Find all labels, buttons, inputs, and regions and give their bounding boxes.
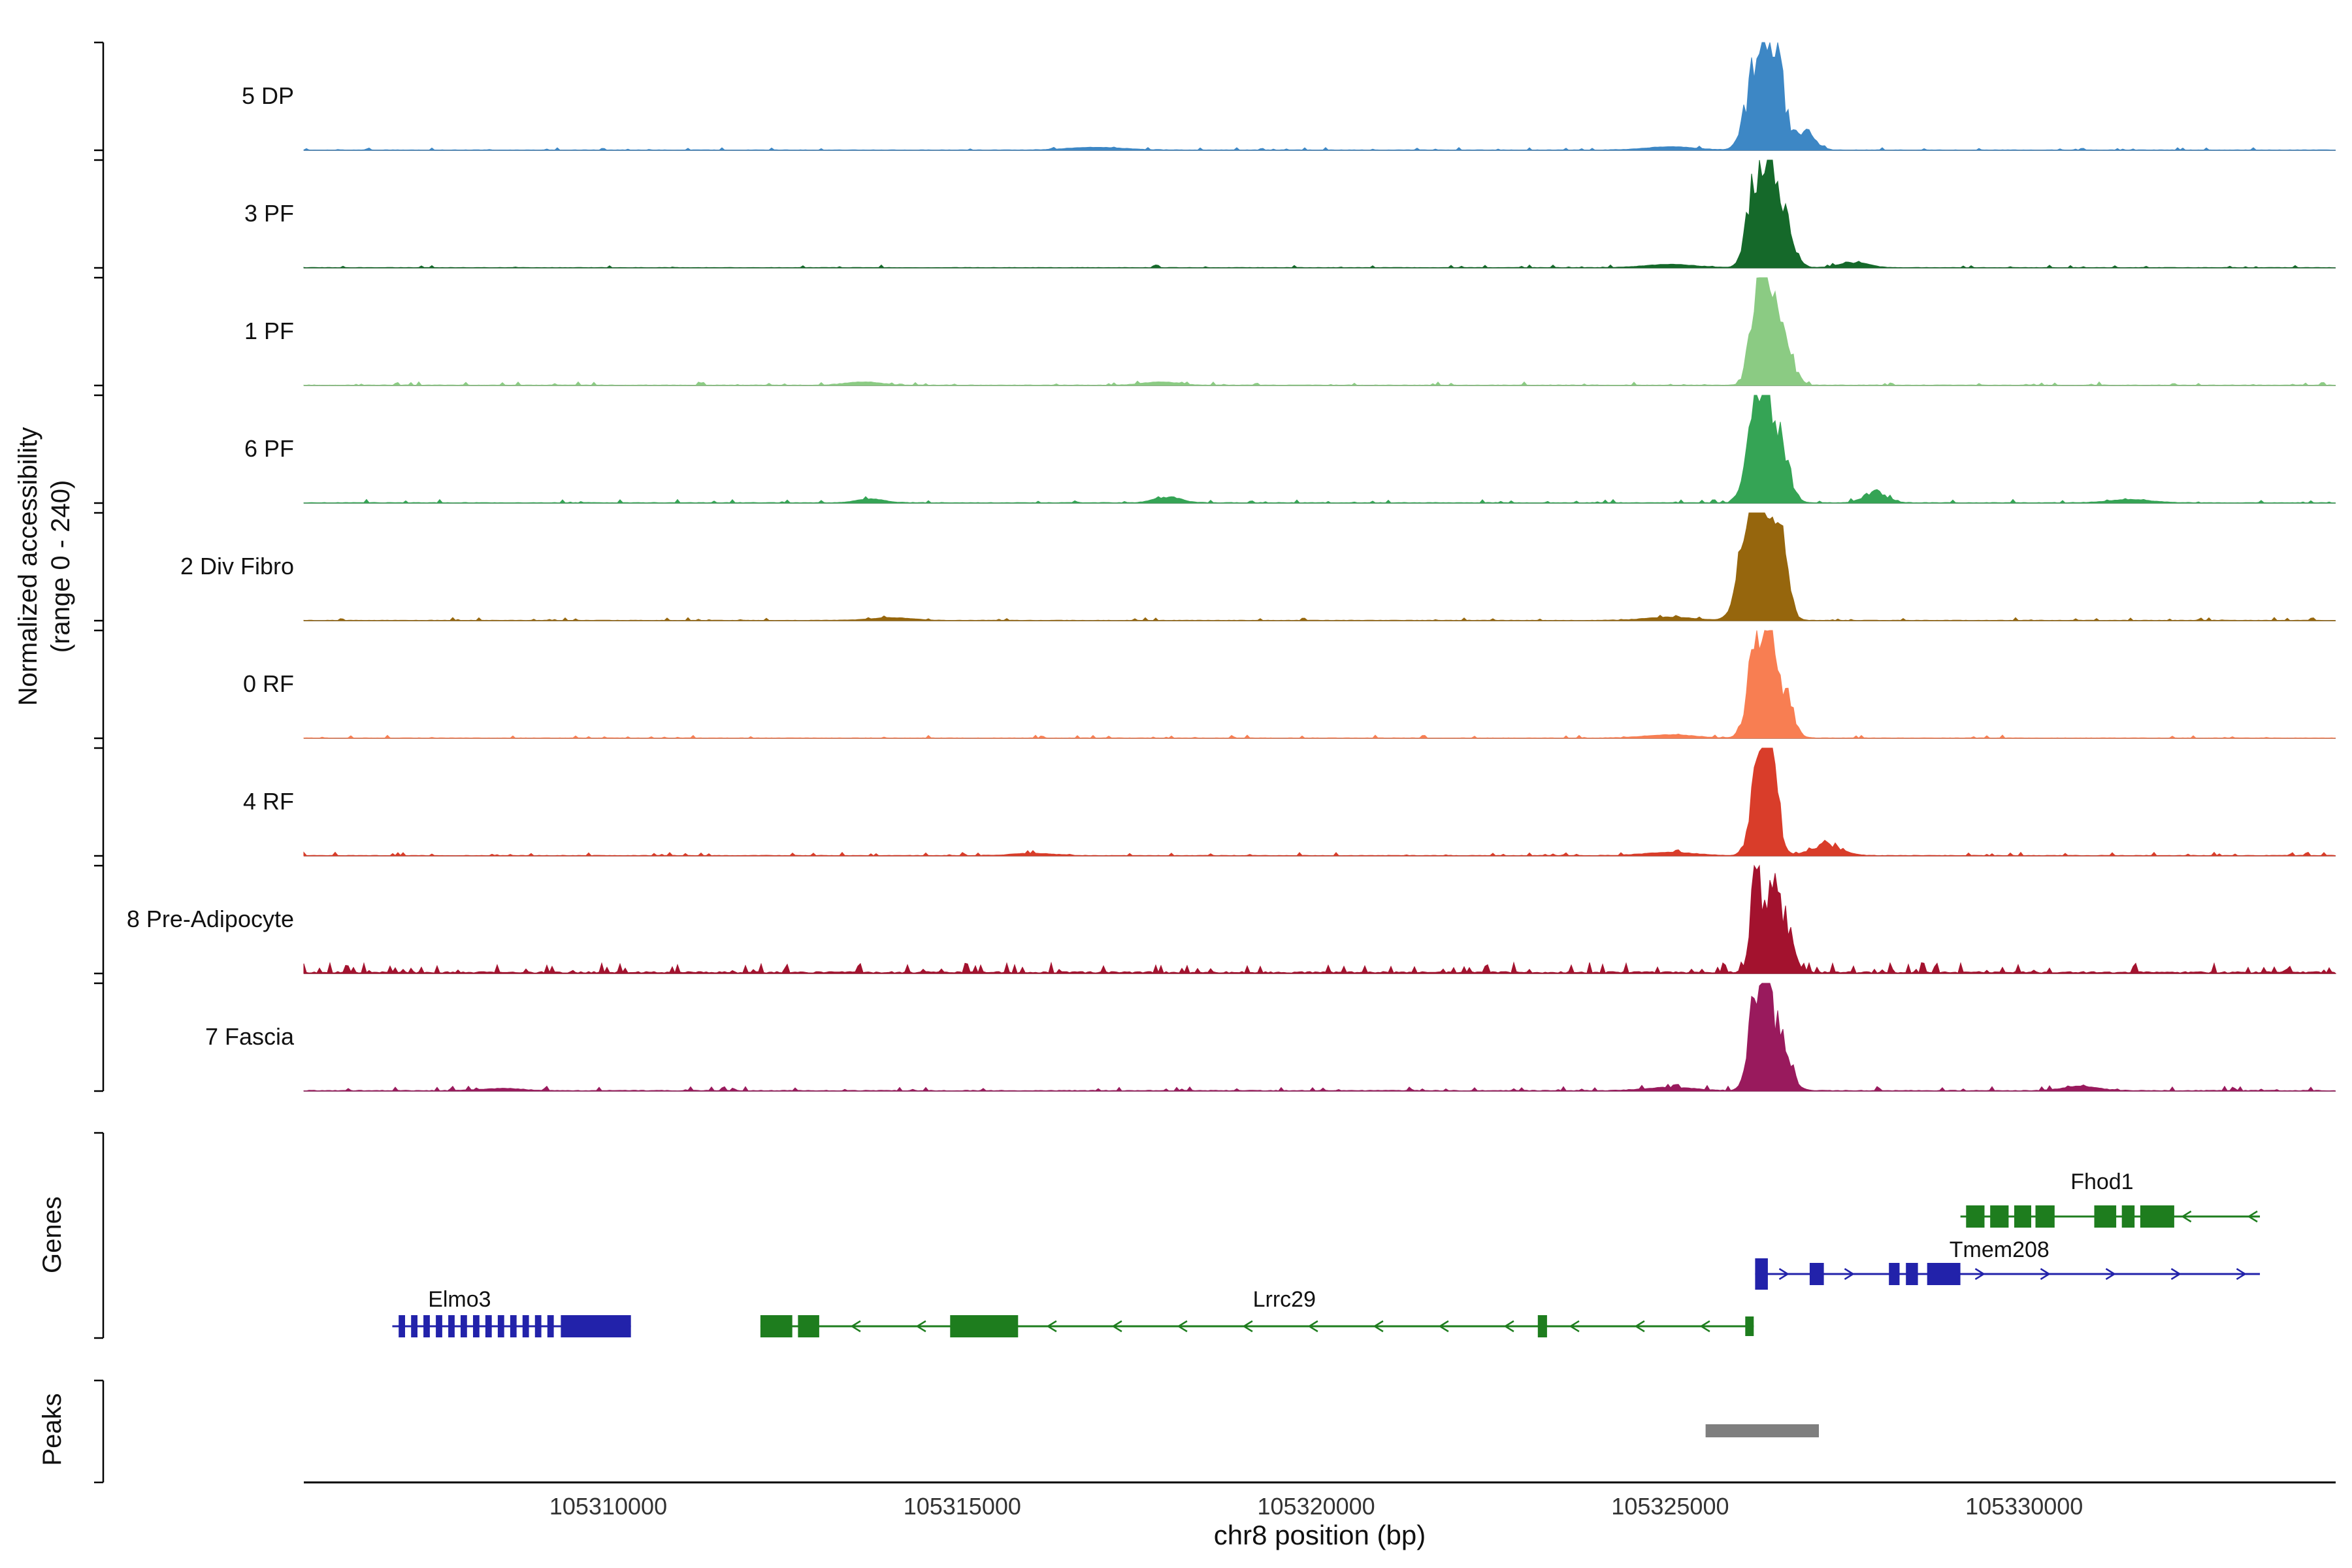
gene-label: Tmem208 — [1950, 1237, 2050, 1262]
gene-exon — [510, 1315, 517, 1337]
gene-exon — [950, 1315, 1019, 1337]
gene-exon — [497, 1315, 504, 1337]
gene-exon — [461, 1315, 467, 1337]
strand-arrow — [1503, 1320, 1514, 1333]
gene-exon — [2121, 1205, 2135, 1228]
x-tick-label: 105330000 — [1965, 1493, 2083, 1520]
track-signal — [303, 512, 2336, 621]
gene-exon — [2140, 1205, 2174, 1228]
strand-arrow — [1778, 1267, 1789, 1281]
x-tick-label: 105310000 — [549, 1493, 667, 1520]
strand-arrow — [1974, 1267, 1985, 1281]
strand-arrow — [1242, 1320, 1253, 1333]
strand-arrow — [1438, 1320, 1449, 1333]
gene-exon — [534, 1315, 542, 1337]
gene-label: Elmo3 — [428, 1287, 491, 1312]
strand-arrow — [2105, 1267, 2116, 1281]
gene-exon — [1990, 1205, 2009, 1228]
gene-exon — [411, 1315, 417, 1337]
gene-exon — [561, 1315, 631, 1337]
strand-arrow — [915, 1320, 926, 1333]
gene-label: Fhod1 — [2070, 1169, 2133, 1194]
track-signal — [303, 983, 2336, 1092]
strand-arrow — [1569, 1320, 1580, 1333]
strand-arrow — [850, 1320, 861, 1333]
gene-exon — [522, 1315, 529, 1337]
gene-exon — [1537, 1315, 1547, 1337]
track-signal — [303, 630, 2336, 739]
strand-arrow — [1307, 1320, 1318, 1333]
x-tick-label: 105315000 — [904, 1493, 1021, 1520]
strand-arrow — [2236, 1267, 2247, 1281]
gene-exon — [798, 1315, 819, 1337]
strand-arrow — [2247, 1210, 2258, 1223]
gene-exon — [547, 1315, 554, 1337]
gene-exon — [1906, 1263, 1918, 1285]
gene-exon — [423, 1315, 430, 1337]
gene-exon — [2014, 1205, 2031, 1228]
gene-exon — [2094, 1205, 2117, 1228]
gene-exon — [448, 1315, 455, 1337]
gene-exon — [1889, 1263, 1900, 1285]
gene-exon — [1755, 1258, 1768, 1290]
strand-arrow — [1634, 1320, 1645, 1333]
strand-arrow — [1111, 1320, 1122, 1333]
strand-arrow — [2170, 1267, 2181, 1281]
gene-exon — [2035, 1205, 2055, 1228]
x-tick-label: 105320000 — [1257, 1493, 1375, 1520]
strand-arrow — [1699, 1320, 1710, 1333]
track-signal — [303, 159, 2336, 269]
gene-label: Lrrc29 — [1253, 1287, 1316, 1312]
gene-exon — [1745, 1316, 1754, 1336]
strand-arrow — [1373, 1320, 1384, 1333]
gene-exon — [1966, 1205, 1985, 1228]
gene-exon — [1809, 1263, 1824, 1285]
track-signal — [303, 864, 2337, 974]
strand-arrow — [1844, 1267, 1855, 1281]
gene-exon — [436, 1315, 442, 1337]
gene-exon — [399, 1315, 405, 1337]
gene-exon — [760, 1315, 792, 1337]
gene-exon — [1927, 1263, 1961, 1285]
track-signal — [303, 42, 2336, 151]
strand-arrow — [2040, 1267, 2051, 1281]
strand-arrow — [1177, 1320, 1188, 1333]
track-signal — [303, 747, 2336, 857]
peak-region-bar — [1705, 1424, 1819, 1437]
strand-arrow — [1046, 1320, 1057, 1333]
gene-exon — [473, 1315, 480, 1337]
track-signal — [303, 395, 2336, 504]
x-tick-label: 105325000 — [1611, 1493, 1729, 1520]
x-axis-title: chr8 position (bp) — [1213, 1520, 1426, 1550]
strand-arrow — [2181, 1210, 2192, 1223]
track-signal — [303, 277, 2336, 386]
gene-exon — [485, 1315, 492, 1337]
